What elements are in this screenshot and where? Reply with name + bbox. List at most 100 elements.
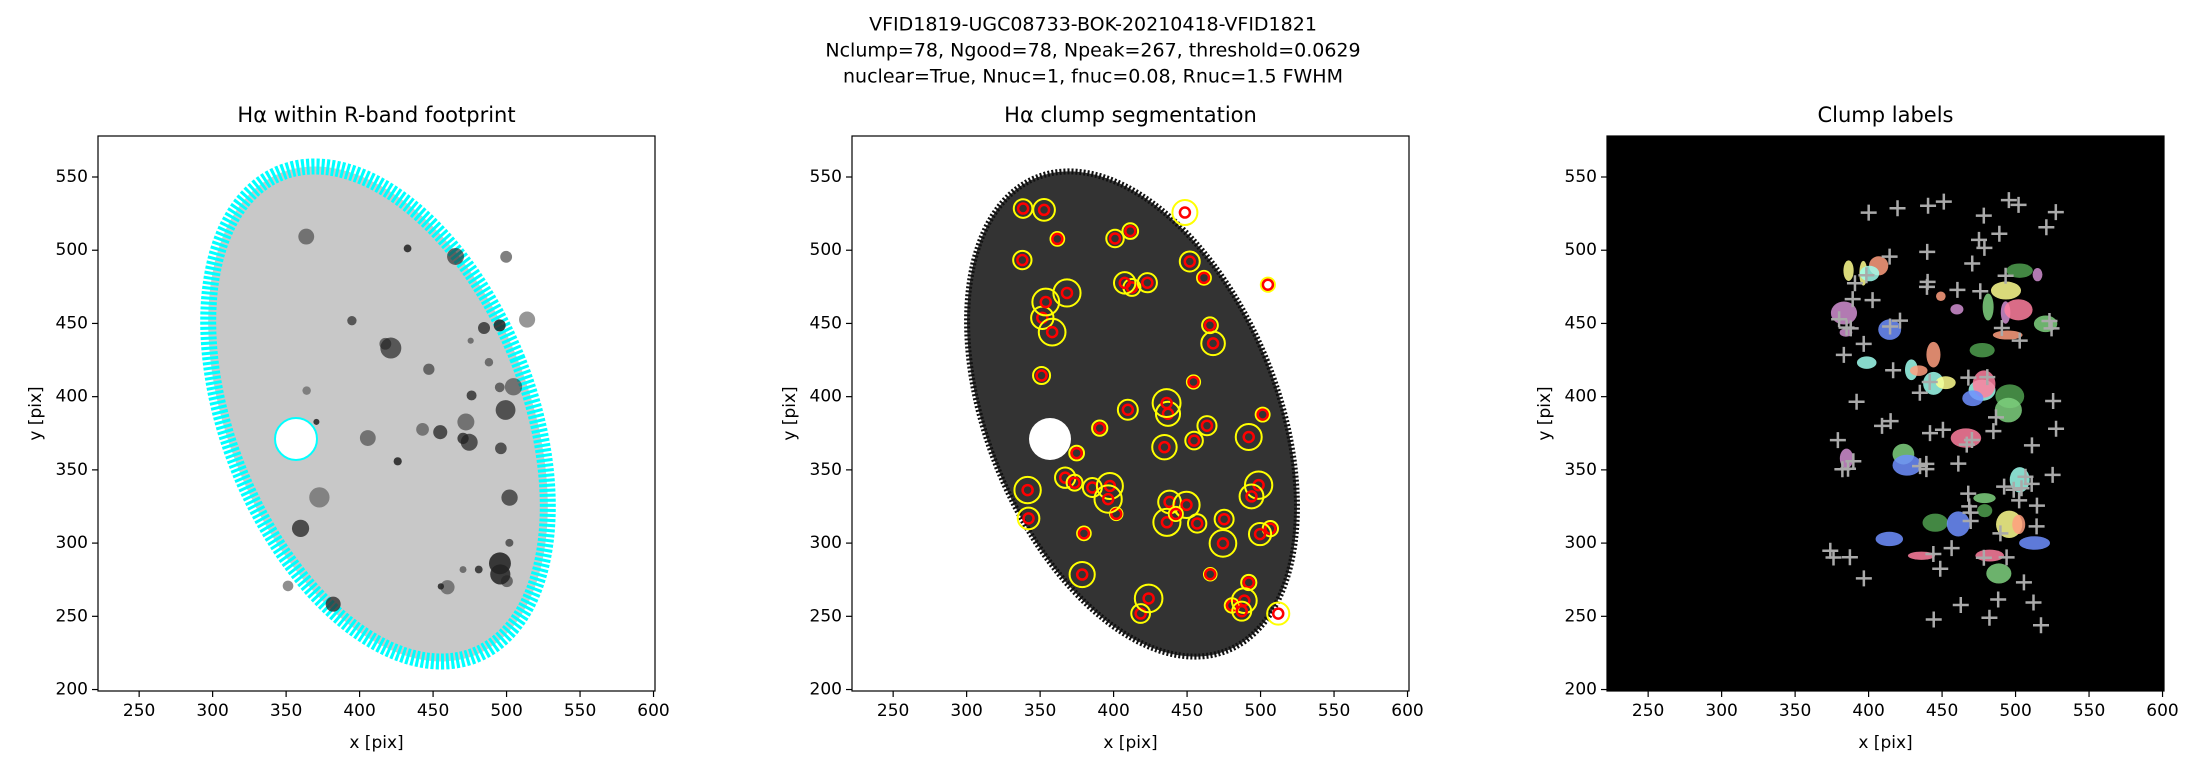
- clump-contour: [1068, 444, 1085, 462]
- clump-label: [1935, 376, 1956, 390]
- clump-label: [2004, 299, 2033, 321]
- x-tick-label: 500: [1244, 701, 1276, 721]
- emission-blob: [393, 457, 402, 466]
- x-axis-label: x [pix]: [1103, 733, 1157, 753]
- peak-marker: [1991, 225, 2008, 242]
- y-tick-label: 200: [1565, 680, 1597, 700]
- suptitle: nuclear=True, Nnuc=1, fnuc=0.08, Rnuc=1.…: [843, 66, 1343, 88]
- clump-contour: [1254, 406, 1271, 423]
- clump-peak: [1187, 434, 1201, 447]
- peak-marker: [2028, 497, 2045, 514]
- clump-peak: [1242, 430, 1255, 444]
- emission-blob: [519, 311, 536, 328]
- x-tick-label: 250: [1632, 701, 1664, 721]
- emission-blob: [433, 425, 448, 440]
- peak-marker: [1964, 255, 1981, 272]
- peak-marker: [1961, 498, 1978, 515]
- clump-contour: [1196, 415, 1218, 437]
- clump-contour: [1185, 374, 1202, 390]
- peak-marker: [1990, 591, 2007, 608]
- peak-marker: [2000, 192, 2017, 209]
- x-tick-label: 300: [196, 701, 228, 721]
- clump-peak: [1242, 576, 1256, 589]
- peak-marker: [1892, 312, 1908, 329]
- clump-peak: [1190, 517, 1204, 530]
- peak-marker: [2015, 574, 2032, 591]
- clump-contour: [1151, 433, 1178, 461]
- clump-label: [2032, 268, 2043, 282]
- clump-peak: [1256, 408, 1269, 421]
- clump-label: [1875, 531, 1904, 547]
- clump-label: [1990, 281, 2022, 300]
- peak-marker: [1992, 525, 2009, 542]
- y-tick-label: 550: [810, 167, 842, 187]
- clump-contour: [1187, 513, 1208, 534]
- peak-marker: [1943, 540, 1960, 557]
- peak-marker: [2013, 480, 2030, 497]
- peak-marker: [1985, 423, 2002, 440]
- clump-contour: [1152, 507, 1182, 537]
- y-axis-label: y [pix]: [780, 386, 800, 440]
- clump-contour: [1238, 483, 1265, 510]
- clump-contour: [1259, 276, 1276, 293]
- nucleus-mask: [1029, 418, 1071, 460]
- y-tick-label: 400: [56, 387, 88, 407]
- peak-marker: [1950, 455, 1967, 472]
- emission-blob: [291, 519, 310, 537]
- emission-blob: [440, 580, 455, 595]
- clump-label: [1936, 291, 1946, 302]
- peak-marker: [1925, 611, 1942, 628]
- peak-marker: [2023, 475, 2040, 492]
- clump-contour: [1068, 560, 1096, 589]
- clump-peak: [1070, 446, 1083, 460]
- emission-blob: [302, 386, 311, 395]
- clump-contour: [1201, 316, 1219, 335]
- peak-marker: [1975, 549, 1992, 566]
- peak-marker: [2043, 320, 2060, 337]
- y-tick-label: 450: [1565, 313, 1597, 333]
- peak-marker: [2048, 420, 2065, 437]
- clump-peak: [1060, 286, 1074, 300]
- y-tick-label: 350: [810, 460, 842, 480]
- clump-peak: [1158, 440, 1171, 454]
- peak-marker: [1925, 545, 1942, 562]
- peak-marker: [1874, 417, 1891, 434]
- image-content: [964, 168, 1300, 660]
- peak-marker: [1835, 346, 1852, 363]
- y-tick-label: 450: [56, 313, 88, 333]
- y-tick-label: 250: [810, 606, 842, 626]
- clump-contour: [1091, 419, 1109, 437]
- peak-marker: [1885, 362, 1902, 379]
- x-tick-label: 450: [1171, 701, 1203, 721]
- clump-peak: [1271, 607, 1285, 620]
- clump-contour: [1171, 199, 1199, 227]
- peak-marker: [1988, 409, 2004, 426]
- y-tick-label: 550: [1565, 167, 1597, 187]
- x-tick-label: 250: [123, 701, 155, 721]
- clump-label: [1975, 549, 2004, 562]
- clump-contour: [1121, 222, 1140, 240]
- x-tick-label: 500: [490, 701, 522, 721]
- clump-label: [1973, 493, 1996, 504]
- clump-peak: [1200, 419, 1214, 432]
- clump-contour: [1076, 525, 1092, 542]
- peak-marker: [1911, 384, 1928, 401]
- clump-peak: [1235, 604, 1248, 618]
- axes-frame: [97, 135, 656, 692]
- plot-background: [1607, 136, 2164, 691]
- clump-peak: [1245, 490, 1258, 503]
- peak-marker: [2047, 204, 2064, 221]
- clump-label: [1986, 563, 2012, 584]
- x-tick-label: 500: [1999, 701, 2031, 721]
- y-tick-label: 350: [56, 460, 88, 480]
- clump-contour: [1172, 490, 1201, 519]
- y-tick-label: 300: [56, 533, 88, 553]
- footprint: [200, 158, 556, 670]
- x-tick-label: 300: [1705, 701, 1737, 721]
- axes-frame: [851, 135, 1410, 692]
- y-tick-label: 300: [810, 533, 842, 553]
- clump-peak: [1216, 537, 1230, 550]
- clump-contour: [1013, 475, 1042, 505]
- peak-marker: [1855, 335, 1872, 352]
- x-tick-label: 550: [2073, 701, 2105, 721]
